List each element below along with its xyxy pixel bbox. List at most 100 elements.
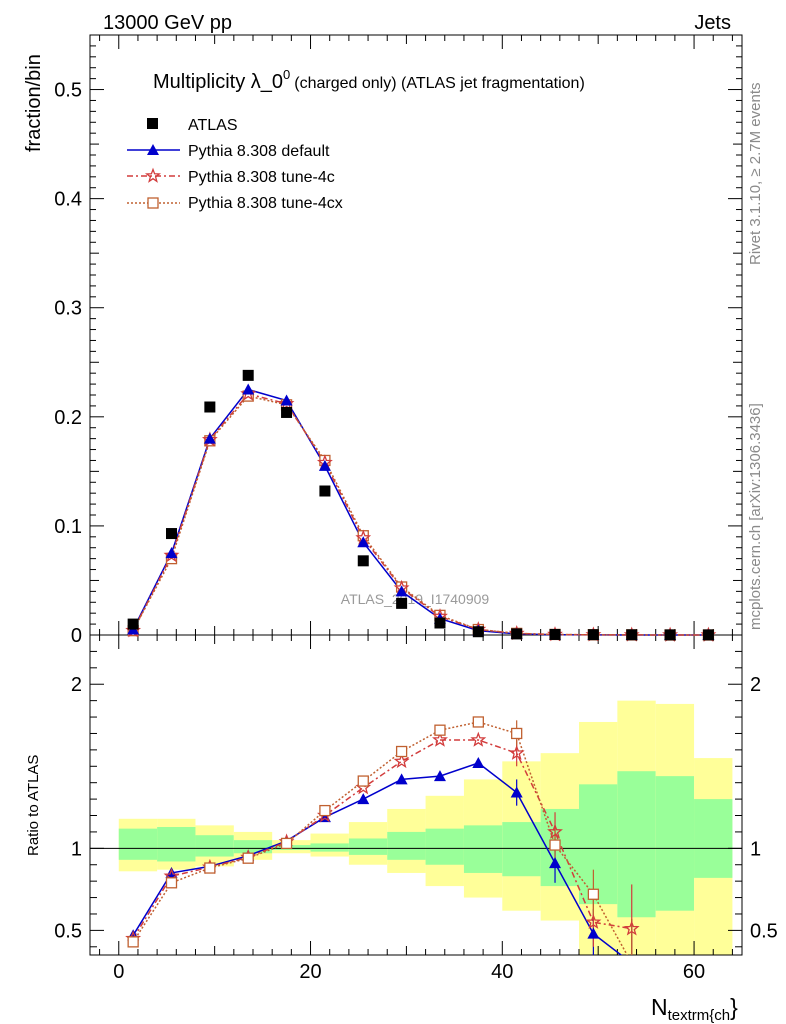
point-atlas — [549, 628, 561, 640]
ratio-point-tune4cx — [165, 877, 178, 889]
chart-title: Multiplicity λ_00 (charged only) (ATLAS j… — [153, 67, 585, 93]
y-tick-label-top: 0.4 — [54, 189, 82, 211]
ratio-point-default — [395, 773, 408, 785]
legend-marker-tune4c — [145, 167, 161, 183]
y-tick-label-bottom: 0.5 — [54, 920, 82, 942]
point-atlas — [127, 618, 139, 630]
header-right: Jets — [694, 12, 731, 34]
ratio-point-tune4cx — [587, 888, 600, 900]
y-axis-label-top: fraction/bin — [23, 54, 45, 152]
ratio-point-default — [510, 786, 523, 798]
point-atlas — [357, 555, 369, 567]
x-axis-label-main: N — [651, 994, 668, 1020]
ratio-point-tune4c — [585, 913, 602, 929]
ratio-series-clipped — [125, 716, 640, 955]
plot-frames — [89, 34, 743, 956]
header-left: 13000 GeV pp — [103, 12, 232, 34]
ratio-point-tune4cx — [395, 745, 408, 758]
point-atlas — [396, 597, 408, 609]
analysis-watermark: ATLAS_2019_I1740909 — [341, 591, 490, 607]
legend-label-tune4c: Pythia 8.308 tune-4c — [188, 169, 335, 186]
side-label-rivet: Rivet 3.1.10, ≥ 2.7M events — [747, 83, 764, 266]
axis-ticks: 0 20 40 60 0 0.1 0.2 0.3 0.4 0.5 0.5 0.5 1 1 2 2 — [54, 34, 778, 983]
point-atlas — [434, 617, 446, 629]
ratio-point-tune4cx — [319, 804, 331, 817]
y-axis-label-bottom: Ratio to ATLAS — [25, 755, 42, 856]
point-atlas — [281, 406, 293, 418]
y-tick-label-top: 0.5 — [54, 80, 82, 102]
point-atlas — [626, 629, 638, 641]
band-green-bin — [387, 831, 426, 860]
point-atlas — [702, 629, 714, 641]
band-green-bin — [195, 835, 234, 857]
legend-marker-atlas — [147, 118, 158, 129]
ratio-point-tune4cx — [357, 775, 369, 787]
point-default — [280, 394, 293, 406]
ratio-point-default — [549, 857, 562, 869]
point-tune4c — [240, 385, 257, 401]
y-tick-label-bottom: 2 — [71, 674, 82, 696]
band-green-bin — [233, 840, 273, 854]
bottom-panel-frame — [89, 634, 743, 956]
ratio-point-tune4c — [508, 744, 525, 760]
point-atlas — [511, 628, 523, 640]
ratio-series — [125, 716, 640, 955]
legend: ATLAS Pythia 8.308 default Pythia 8.308 … — [127, 117, 343, 212]
ratio-point-default — [472, 757, 485, 768]
ratio-uncertainty-bands — [90, 700, 742, 955]
point-default — [242, 383, 255, 395]
band-green-bin — [502, 822, 541, 877]
series-line-2 — [132, 393, 709, 636]
ratio-point-tune4c — [547, 823, 563, 839]
y-tick-label-top: 0 — [71, 625, 82, 647]
x-axis-label: Ntextrm{ch} — [651, 994, 738, 1024]
top-series — [125, 369, 717, 642]
band-green-bin — [617, 771, 656, 918]
chart-title-suffix: (charged only) (ATLAS jet fragmentation) — [294, 75, 585, 92]
band-green-bin — [310, 843, 349, 852]
ratio-point-tune4c — [623, 920, 640, 936]
chart-title-main: Multiplicity λ_0 — [153, 71, 283, 93]
chart-title-sup: 0 — [283, 67, 290, 82]
point-atlas — [664, 629, 676, 641]
point-default — [203, 432, 216, 444]
legend-marker-default — [147, 144, 159, 155]
point-atlas — [587, 629, 599, 641]
ratio-point-tune4c — [393, 753, 410, 769]
side-label-mcplots: mcplots.cern.ch [arXiv:1306.3436] — [747, 403, 764, 630]
band-green-bin — [694, 799, 733, 878]
band-green-bin — [463, 825, 503, 873]
point-atlas — [204, 401, 216, 413]
point-default — [395, 585, 408, 597]
point-tune4c — [278, 395, 295, 411]
x-tick-label: 40 — [491, 961, 513, 983]
legend-marker-tune4cx — [147, 197, 159, 209]
point-atlas — [242, 369, 254, 381]
point-default — [357, 536, 370, 548]
x-tick-label: 60 — [683, 961, 705, 983]
band-green-bin — [579, 784, 618, 905]
band-green-bin — [655, 776, 695, 911]
ratio-line-3 — [132, 721, 629, 955]
ratio-point-tune4cx — [434, 724, 446, 736]
y-tick-label-bottom: 1 — [71, 838, 82, 860]
point-atlas — [319, 485, 331, 497]
ratio-point-tune4c — [470, 731, 487, 747]
ratio-point-tune4cx — [280, 837, 293, 850]
point-default — [165, 547, 178, 559]
y-tick-label-bottom-right: 0.5 — [750, 920, 778, 942]
ratio-point-tune4cx — [242, 852, 254, 864]
band-green-bin — [348, 838, 388, 855]
ratio-point-default — [433, 770, 446, 782]
y-tick-label-bottom-right: 2 — [750, 674, 761, 696]
x-tick-label: 0 — [113, 961, 124, 983]
band-green-bin — [118, 828, 158, 860]
ratio-point-default — [165, 866, 178, 878]
point-atlas — [472, 626, 484, 638]
y-tick-label-bottom-right: 1 — [750, 838, 761, 860]
band-green-bin — [157, 827, 196, 862]
ratio-point-tune4cx — [511, 727, 523, 740]
ratio-point-tune4cx — [127, 936, 139, 948]
y-tick-label-top: 0.2 — [54, 407, 82, 429]
